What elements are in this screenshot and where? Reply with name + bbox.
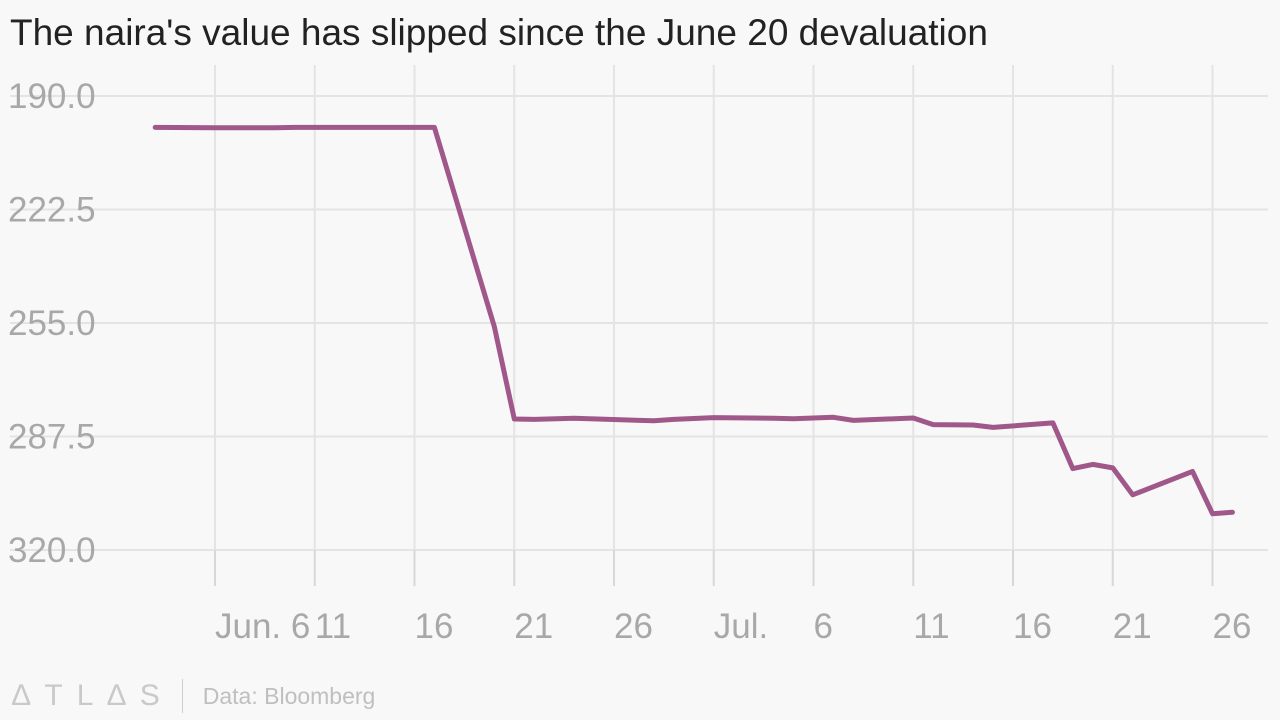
y-tick-label: 222.5: [8, 191, 96, 230]
series-group: [152, 124, 1235, 517]
x-tick-label: 11: [913, 607, 949, 646]
x-tick-label: Jul.: [714, 607, 768, 646]
x-axis: Jun. 6 11 16 21 26 Jul. 6 11 16 21 26: [214, 550, 1252, 646]
x-tick-label: 26: [614, 607, 653, 646]
y-axis: 190.0 222.5 255.0 287.5 320.0: [8, 77, 96, 570]
chart-title: The naira's value has slipped since the …: [10, 12, 988, 53]
y-tick-label: 287.5: [8, 418, 96, 457]
logo-letter: S: [139, 679, 160, 712]
logo-letter: L: [76, 679, 94, 712]
x-tick-label: 21: [514, 607, 553, 646]
x-tick-label: 16: [1013, 607, 1052, 646]
footer-divider: [181, 679, 183, 713]
y-tick-label: 190.0: [8, 77, 96, 116]
data-source: Data: Bloomberg: [202, 682, 376, 709]
x-tick-label: 11: [315, 607, 351, 646]
x-tick-label: Jun. 6: [215, 607, 310, 646]
x-tick-label: 26: [1213, 607, 1252, 646]
chart-footer: ∆ T L ∆ S Data: Bloomberg: [12, 678, 375, 714]
grid-lines: [10, 65, 1268, 551]
logo-letter: ∆: [107, 679, 126, 712]
x-tick-label: 21: [1113, 607, 1152, 646]
series-line: [152, 124, 1235, 517]
logo-letter: T: [44, 679, 63, 712]
y-tick-label: 320.0: [8, 531, 96, 570]
x-tick-label: 16: [415, 607, 454, 646]
x-tick-label: 6: [814, 607, 833, 646]
atlas-logo: ∆ T L ∆ S: [12, 681, 160, 711]
y-tick-label: 255.0: [8, 304, 96, 343]
logo-letter: ∆: [12, 679, 31, 712]
